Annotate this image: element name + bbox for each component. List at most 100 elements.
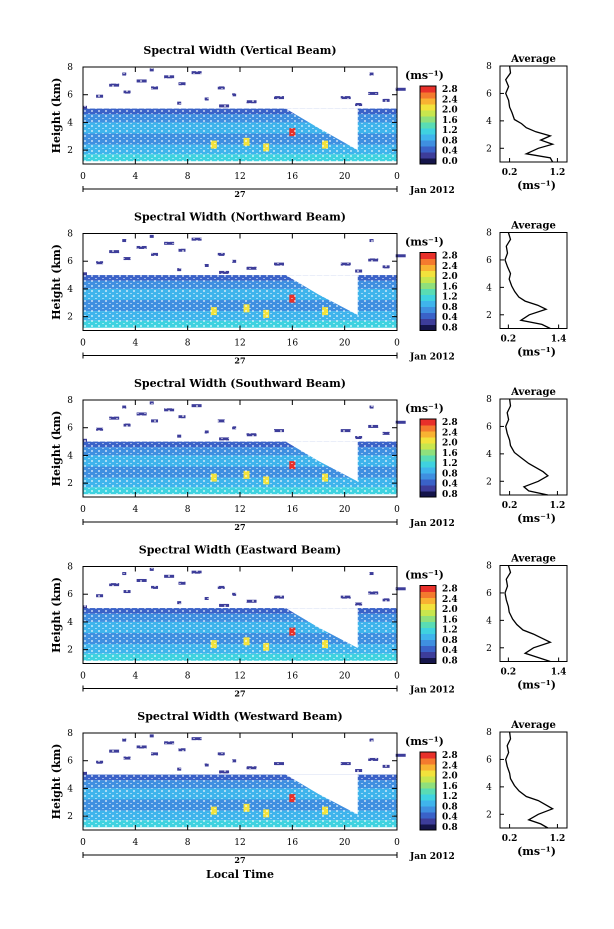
heatmap-texture xyxy=(83,733,397,830)
avg-y-tick-label: 6 xyxy=(486,589,492,599)
y-tick-label: 4 xyxy=(67,451,73,461)
colorbar-tick-label: 1.2 xyxy=(442,293,458,303)
x-tick-label: 0 xyxy=(80,172,86,182)
x-tick-label: 8 xyxy=(185,672,191,682)
heatmap xyxy=(83,233,406,331)
colorbar-segment xyxy=(420,645,436,652)
colorbar-segment xyxy=(420,134,436,141)
heatmap-cell xyxy=(395,87,406,91)
colorbar-segment xyxy=(420,800,436,807)
y-tick-label: 4 xyxy=(67,118,73,128)
colorbar-tick-label: 0.8 xyxy=(442,469,458,479)
colorbar-segment xyxy=(420,591,436,598)
colorbar-tick-label: 0.4 xyxy=(442,480,458,490)
colorbar-tick-label: 1.2 xyxy=(442,459,458,469)
colorbar-segment xyxy=(420,597,436,604)
x-tick-label: 0 xyxy=(394,838,400,848)
colorbar-segment xyxy=(420,627,436,634)
avg-y-tick-label: 6 xyxy=(486,755,492,765)
colorbar-segment xyxy=(420,86,436,93)
colorbar-segment xyxy=(420,455,436,462)
x-tick-label: 4 xyxy=(132,505,138,515)
avg-y-tick-label: 2 xyxy=(486,477,492,487)
y-tick-label: 2 xyxy=(67,812,73,822)
colorbar-unit: (ms⁻¹) xyxy=(405,735,444,748)
y-axis-label: Height (km) xyxy=(50,244,63,320)
colorbar-tick-label: 1.2 xyxy=(442,792,458,802)
colorbar-tick-label: 2.4 xyxy=(442,595,458,605)
colorbar-segment xyxy=(420,603,436,610)
colorbar-segment xyxy=(420,437,436,444)
colorbar-segment xyxy=(420,657,436,664)
y-tick-label: 6 xyxy=(67,257,73,267)
colorbar-segment xyxy=(420,425,436,432)
colorbar-tick-label: 2.8 xyxy=(442,252,458,262)
avg-profile-line xyxy=(505,398,550,496)
colorbar-segment xyxy=(420,258,436,265)
y-tick-label: 6 xyxy=(67,91,73,101)
colorbar-segment xyxy=(420,752,436,759)
date-label: Jan 2012 xyxy=(409,519,455,529)
colorbar-frame xyxy=(419,85,437,165)
heatmap-cell xyxy=(395,587,406,591)
x-tick-label: 4 xyxy=(132,672,138,682)
colorbar-segment xyxy=(420,609,436,616)
y-axis-label: Height (km) xyxy=(50,577,63,653)
y-tick-label: 8 xyxy=(67,396,73,406)
x-tick-label: 16 xyxy=(287,672,299,682)
day-label: 27 xyxy=(234,855,245,865)
x-tick-label: 20 xyxy=(339,672,351,682)
colorbar-tick-label: 2.0 xyxy=(442,605,458,615)
avg-frame xyxy=(499,65,568,163)
colorbar-tick-label: 1.6 xyxy=(442,782,458,792)
colorbar-segment xyxy=(420,491,436,498)
y-tick-label: 2 xyxy=(67,646,73,656)
avg-frame xyxy=(499,565,568,662)
x-tick-label: 12 xyxy=(234,838,245,848)
colorbar-segment xyxy=(420,812,436,819)
y-axis-label: Height (km) xyxy=(50,411,63,487)
colorbar-tick-label: 2.0 xyxy=(442,772,458,782)
colorbar-tick-label: 0.4 xyxy=(442,813,458,823)
panel-title: Spectral Width (Westward Beam) xyxy=(137,710,342,723)
x-axis-label: Local Time xyxy=(206,868,274,881)
avg-title: Average xyxy=(510,221,556,232)
avg-x-tick-label: 0.2 xyxy=(502,501,518,511)
colorbar-segment xyxy=(420,431,436,438)
colorbar-segment xyxy=(420,764,436,771)
avg-y-tick-label: 4 xyxy=(486,117,492,127)
avg-y-tick-label: 8 xyxy=(486,395,492,405)
date-label: Jan 2012 xyxy=(409,852,455,862)
colorbar-segment xyxy=(420,461,436,468)
colorbar-unit: (ms⁻¹) xyxy=(405,69,444,82)
day-label: 27 xyxy=(234,689,245,699)
y-tick-label: 8 xyxy=(67,563,73,573)
day-label: 27 xyxy=(234,522,245,532)
avg-y-tick-label: 6 xyxy=(486,89,492,99)
x-tick-label: 8 xyxy=(185,838,191,848)
panel-title: Spectral Width (Northward Beam) xyxy=(134,211,346,224)
y-tick-label: 6 xyxy=(67,590,73,600)
colorbar-segment xyxy=(420,158,436,165)
avg-title: Average xyxy=(510,54,556,65)
x-tick-label: 0 xyxy=(80,838,86,848)
colorbar-tick-label: 2.0 xyxy=(442,439,458,449)
x-tick-label: 8 xyxy=(185,339,191,349)
colorbar-segment xyxy=(420,128,436,135)
x-tick-label: 0 xyxy=(394,172,400,182)
avg-x-tick-label: 1.2 xyxy=(550,834,566,844)
y-tick-label: 2 xyxy=(67,313,73,323)
colorbar-tick-label: 2.8 xyxy=(442,585,458,595)
colorbar-unit: (ms⁻¹) xyxy=(405,402,444,415)
colorbar-tick-label: 2.0 xyxy=(442,106,458,116)
avg-x-tick-label: 0.2 xyxy=(501,668,517,678)
colorbar-segment xyxy=(420,300,436,307)
colorbar-segment xyxy=(420,324,436,331)
avg-frame xyxy=(499,232,568,329)
colorbar-segment xyxy=(420,276,436,283)
x-tick-label: 20 xyxy=(339,838,351,848)
colorbar-segment xyxy=(420,443,436,450)
colorbar-segment xyxy=(420,122,436,129)
avg-x-tick-label: 1.2 xyxy=(550,501,566,511)
colorbar-segment xyxy=(420,318,436,325)
